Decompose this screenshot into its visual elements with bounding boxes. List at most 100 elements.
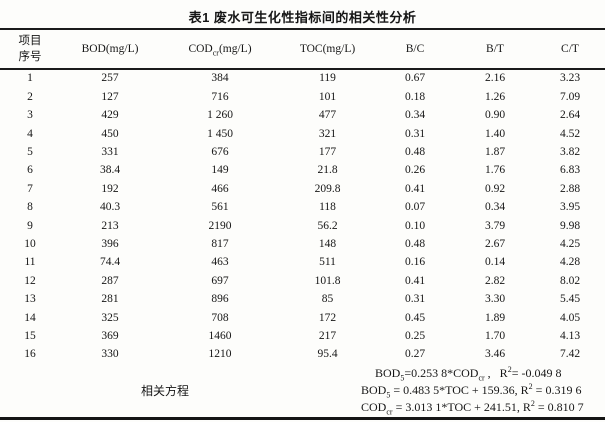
table-row: 11 74.4 463 511 0.16 0.14 4.28 [0, 254, 605, 272]
table-cell: 0.41 [404, 182, 426, 195]
table-cell: 148 [318, 237, 337, 250]
table-cell: 0.07 [404, 201, 426, 214]
table-cell: 1.70 [484, 329, 506, 342]
table-cell: 11 [24, 256, 36, 269]
column-header: C/T [535, 29, 605, 70]
table-cell: 7 [27, 182, 33, 195]
table-row: 16 330 1210 95.4 0.27 3.46 7.42 [0, 346, 605, 364]
table-cell: 3.79 [484, 219, 506, 232]
table-cell: 2.67 [484, 237, 506, 250]
table-cell: 95.4 [317, 348, 338, 361]
table-row: 13 281 896 85 0.31 3.30 5.45 [0, 291, 605, 309]
table-cell: 1 450 [207, 127, 233, 140]
table-cell: 708 [211, 311, 229, 324]
table-cell: 10 [24, 237, 36, 250]
table-cell: 7.09 [559, 90, 581, 103]
table-row: 1 257 384 119 0.67 2.16 3.23 [0, 69, 605, 88]
table-cell: 127 [101, 90, 119, 103]
table-cell: 5.45 [559, 293, 581, 306]
table-cell: 511 [319, 256, 336, 269]
table-cell: 0.48 [404, 237, 426, 250]
table-cell: 217 [318, 329, 337, 342]
table-cell: 3.46 [484, 348, 506, 361]
correlation-equation: BOD5 = 0.483 5*TOC + 159.36, R2 = 0.319 … [361, 382, 582, 400]
table-title: 表1 废水可生化性指标间的相关性分析 [188, 10, 417, 25]
column-header: BOD(mg/L) [60, 29, 160, 70]
table-cell: 1.40 [484, 127, 506, 140]
table-cell: 817 [211, 237, 229, 250]
table-cell: 4 [27, 127, 33, 140]
table-cell: 325 [101, 311, 119, 324]
table-row: 7 192 466 209.8 0.41 0.92 2.88 [0, 180, 605, 198]
table-cell: 21.8 [317, 164, 338, 177]
table-cell: 1.87 [484, 146, 506, 158]
table-cell: 118 [319, 201, 336, 214]
table-cell: 8.02 [559, 274, 581, 287]
table-cell: 0.90 [484, 109, 506, 122]
table-cell: 0.34 [404, 109, 426, 122]
table-cell: 3.82 [559, 146, 581, 158]
table-cell: 3.30 [484, 293, 506, 306]
table-cell: 466 [211, 182, 229, 195]
table-cell: 257 [101, 72, 119, 85]
table-cell: 16 [24, 348, 36, 361]
table-cell: 2.64 [559, 109, 581, 122]
table-row: 5 331 676 177 0.48 1.87 3.82 [0, 144, 605, 162]
table-row: 8 40.3 561 118 0.07 0.34 3.95 [0, 199, 605, 217]
table-cell: 4.25 [559, 237, 581, 250]
data-table: 项目 序号 BOD(mg/L) CODcr(mg/L) TOC(mg/L) B/C B/T C… [0, 28, 605, 364]
correlation-section: 相关方程 BOD5=0.253 8*CODcr , R2= -0.049 8 BO… [0, 364, 605, 421]
table-cell: 2.88 [559, 182, 581, 195]
table-cell: 4.05 [559, 311, 581, 324]
table-cell: 1460 [208, 329, 232, 342]
table-cell: 697 [211, 274, 229, 287]
table-cell: 0.31 [404, 127, 426, 140]
table-cell: 0.31 [404, 293, 426, 306]
table-cell: 0.14 [484, 256, 506, 269]
column-header: B/T [455, 29, 535, 70]
table-cell: 3.95 [559, 201, 581, 214]
table-cell: 450 [101, 127, 119, 140]
table-cell: 0.34 [484, 201, 506, 214]
table-cell: 0.25 [404, 329, 426, 342]
table-cell: 2190 [208, 219, 232, 232]
table-cell: 384 [211, 72, 229, 85]
table-row: 9 213 2190 56.2 0.10 3.79 9.98 [0, 217, 605, 235]
table-cell: 396 [101, 237, 119, 250]
table-cell: 85 [321, 293, 334, 306]
table-row: 6 38.4 149 21.8 0.26 1.76 6.83 [0, 162, 605, 180]
table-cell: 0.41 [404, 274, 426, 287]
table-cell: 287 [101, 274, 119, 287]
table-cell: 12 [24, 274, 36, 287]
table-cell: 8 [27, 201, 33, 214]
table-cell: 3 [27, 109, 33, 122]
table-cell: 4.13 [559, 329, 581, 342]
table-cell: 0.92 [484, 182, 506, 195]
table-cell: 0.10 [404, 219, 426, 232]
table-cell: 74.4 [99, 256, 121, 269]
table-cell: 1.89 [484, 311, 506, 324]
table-cell: 15 [24, 329, 36, 342]
table-cell: 463 [211, 256, 229, 269]
table-cell: 101.8 [314, 274, 341, 287]
equations-block: BOD5=0.253 8*CODcr , R2= -0.049 8 BOD5 = … [330, 365, 605, 416]
column-header: B/C [375, 29, 455, 70]
table-cell: 561 [211, 201, 229, 214]
table-row: 14 325 708 172 0.45 1.89 4.05 [0, 309, 605, 327]
table-cell: 177 [318, 146, 337, 158]
table-cell: 369 [101, 329, 119, 342]
table-cell: 429 [101, 109, 119, 122]
table-cell: 676 [211, 146, 229, 158]
table-cell: 321 [318, 127, 337, 140]
table-cell: 1 260 [207, 109, 233, 122]
table-cell: 896 [211, 293, 229, 306]
table-cell: 149 [211, 164, 229, 177]
table-cell: 2.16 [484, 72, 506, 85]
table-cell: 172 [318, 311, 337, 324]
table-row: 4 450 1 450 321 0.31 1.40 4.52 [0, 125, 605, 143]
table-cell: 192 [101, 182, 119, 195]
table-cell: 40.3 [99, 201, 121, 214]
table-cell: 0.16 [404, 256, 426, 269]
table-cell: 0.27 [404, 348, 426, 361]
table-cell: 38.4 [99, 164, 121, 177]
